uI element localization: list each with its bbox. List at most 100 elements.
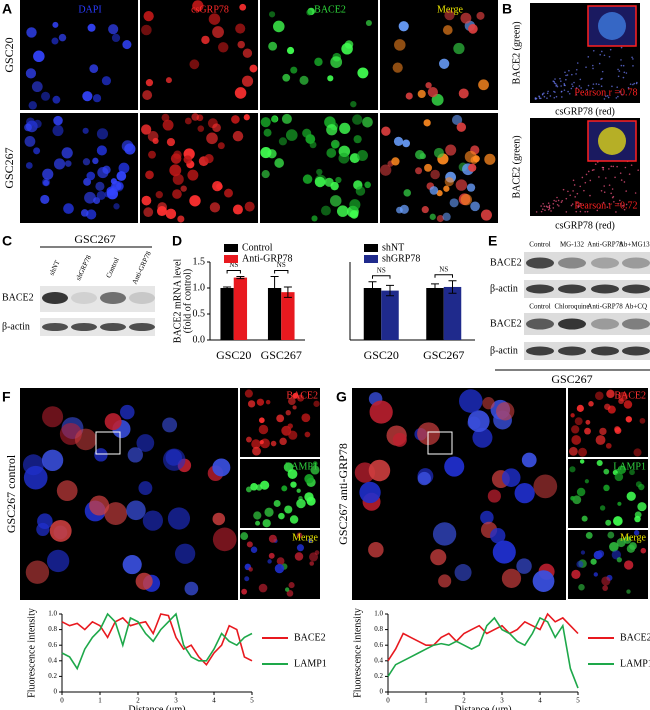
cell — [640, 547, 647, 554]
panel-label: D — [172, 233, 182, 249]
lane-label: Control — [105, 256, 121, 279]
cell — [585, 419, 591, 425]
cell — [142, 90, 153, 100]
cell — [570, 495, 575, 501]
cell — [250, 483, 258, 491]
legend-label: shNT — [382, 242, 404, 253]
band — [526, 346, 554, 356]
blot — [524, 280, 650, 298]
scatter-dot — [592, 83, 595, 85]
cell — [31, 81, 43, 93]
cell — [623, 536, 632, 544]
scatter-dot — [550, 210, 552, 212]
cell — [472, 427, 493, 448]
scatter-dot — [585, 66, 587, 69]
cell — [590, 558, 597, 565]
cell — [349, 199, 361, 211]
scatter-dot — [603, 98, 606, 100]
scatter-dot — [572, 85, 574, 88]
scatter-dot — [540, 210, 543, 213]
scatter-dot — [620, 59, 622, 61]
cell — [240, 532, 249, 541]
cell — [89, 64, 99, 73]
x-tick-label: GSC267 — [423, 348, 464, 362]
cell — [436, 214, 444, 223]
cell — [148, 150, 156, 159]
cell — [172, 189, 182, 199]
cell — [162, 119, 174, 131]
cell — [294, 552, 304, 561]
cell — [584, 479, 589, 484]
cell — [415, 150, 425, 160]
scatter-dot — [620, 46, 623, 49]
scatter-dot — [625, 190, 627, 192]
band — [526, 318, 554, 330]
y-tick-label: 0.6 — [48, 641, 57, 649]
scatter-dot — [611, 85, 613, 88]
panel-label: C — [2, 233, 12, 249]
cell — [187, 169, 199, 181]
cell — [97, 167, 109, 179]
scatter-dot — [555, 200, 557, 203]
cell — [212, 527, 237, 552]
cell — [276, 414, 285, 423]
scatter-dot — [571, 73, 573, 76]
cell — [290, 481, 297, 488]
cell — [138, 481, 153, 496]
cell — [468, 24, 478, 34]
scatter-dot — [599, 207, 601, 209]
cell — [451, 114, 463, 126]
cell — [368, 459, 391, 482]
cell — [52, 21, 59, 28]
cell — [296, 544, 305, 552]
band — [558, 284, 586, 294]
cell — [459, 389, 483, 413]
cell — [49, 519, 72, 542]
cell — [292, 405, 297, 410]
cell — [616, 538, 626, 548]
bar — [233, 277, 248, 340]
scatter-dot — [567, 190, 569, 193]
y-tick-label: 0.2 — [48, 672, 57, 680]
cell — [278, 512, 285, 520]
cell — [314, 57, 323, 67]
cell — [284, 505, 293, 514]
scatter-dot — [561, 96, 563, 98]
cell — [304, 474, 314, 484]
scatter-dot — [617, 75, 620, 78]
cell — [64, 160, 72, 167]
cell — [94, 448, 108, 462]
cell — [268, 41, 278, 51]
cell — [216, 183, 223, 190]
cell — [46, 549, 70, 573]
cell — [80, 209, 89, 217]
cell — [201, 35, 210, 45]
error-bar — [283, 286, 292, 298]
cell — [362, 116, 373, 128]
scatter-dot — [553, 82, 556, 84]
scatter-dot — [563, 84, 566, 86]
scatter-dot — [552, 80, 555, 82]
lane-label: MG-132 — [560, 241, 585, 249]
cell — [28, 101, 37, 110]
cell — [231, 115, 240, 124]
x-tick-label: 3 — [174, 697, 178, 705]
cell — [135, 572, 153, 590]
cell — [609, 542, 619, 552]
cell — [629, 469, 635, 476]
scatter-dot — [546, 92, 549, 95]
scatter-dot — [603, 185, 606, 187]
scatter-dot — [610, 192, 612, 195]
lane-label: Anti-GRP78 — [587, 303, 623, 311]
cell — [25, 560, 50, 584]
scatter-dot — [560, 91, 563, 93]
cell — [52, 95, 61, 104]
cell — [282, 73, 291, 82]
line-series — [61, 612, 253, 671]
cell — [623, 400, 633, 409]
cell — [430, 549, 447, 566]
scatter-dot — [594, 163, 597, 165]
cell — [96, 145, 107, 156]
cell — [286, 46, 295, 55]
